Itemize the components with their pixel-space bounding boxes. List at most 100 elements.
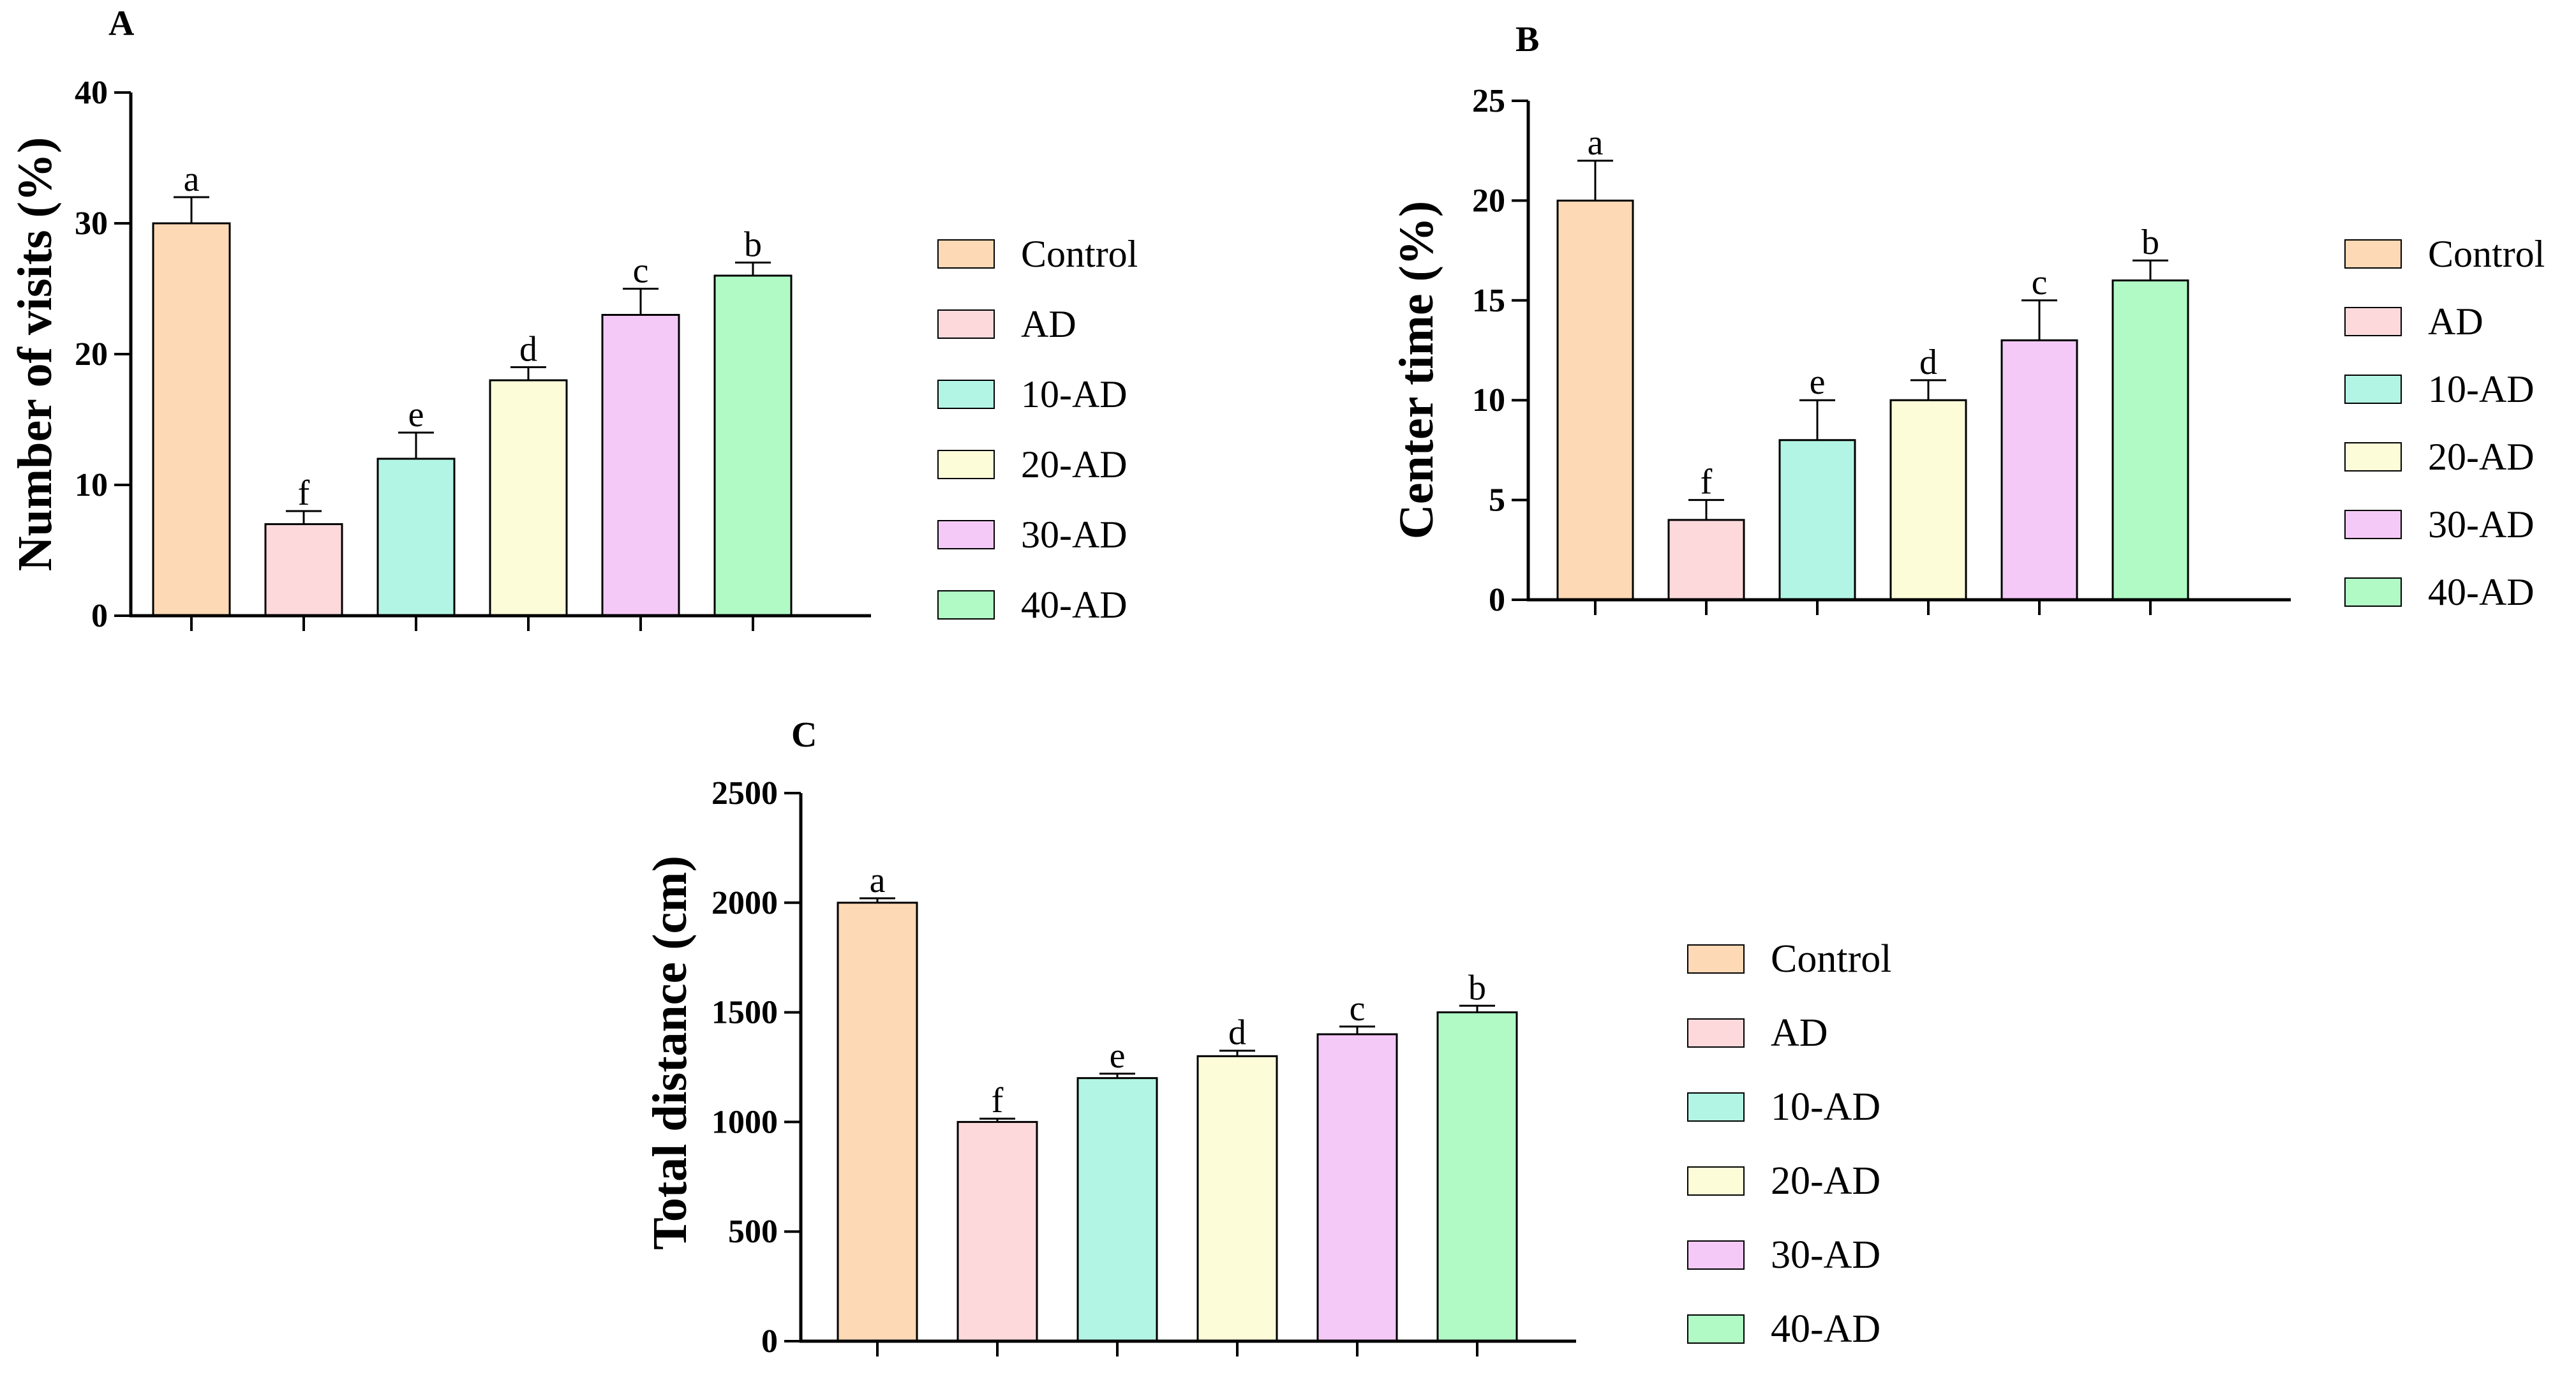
error-bar-b-30-ad: [2021, 299, 2057, 341]
legend-label-b-30-ad: 30-AD: [2428, 503, 2535, 546]
bar-b-control: [1556, 199, 1634, 601]
bar-b-40-ad: [2111, 279, 2189, 601]
error-bar-a-20-ad: [510, 366, 546, 380]
legend-label-c-40-ad: 40-AD: [1771, 1307, 1880, 1351]
legend-label-b-ad: AD: [2428, 301, 2483, 343]
error-bar-a-40-ad: [735, 262, 771, 276]
y-tick-label-c: 1500: [711, 995, 778, 1031]
legend-label-b-40-ad: 40-AD: [2428, 571, 2535, 613]
y-tick-label-a: 30: [75, 205, 108, 242]
y-axis-label-b: Center time (%): [1390, 201, 1443, 539]
legend-label-c-control: Control: [1771, 937, 1891, 981]
significance-letter-b-20-ad: d: [1919, 343, 1937, 382]
error-bar-b-ad: [1688, 499, 1724, 520]
error-bar-b-control: [1577, 160, 1613, 201]
significance-letter-c-20-ad: d: [1228, 1013, 1246, 1053]
legend-label-c-10-ad: 10-AD: [1771, 1085, 1880, 1129]
error-bar-a-30-ad: [623, 288, 659, 315]
legend-label-b-control: Control: [2428, 233, 2545, 275]
legend-swatch-b-40-ad: [2344, 577, 2402, 607]
legend-swatch-a-ad: [937, 309, 995, 339]
significance-letter-a-10-ad: e: [408, 395, 424, 435]
legend-label-a-control: Control: [1021, 233, 1138, 275]
legend-label-b-10-ad: 10-AD: [2428, 368, 2535, 410]
significance-letter-b-40-ad: b: [2141, 223, 2159, 262]
error-bar-c-control: [860, 897, 895, 903]
bar-a-30-ad: [601, 314, 680, 617]
y-tick-label-b: 20: [1472, 182, 1505, 219]
significance-letter-a-20-ad: d: [519, 330, 537, 369]
legend-swatch-c-40-ad: [1687, 1314, 1745, 1344]
significance-letter-b-ad: f: [1701, 463, 1713, 502]
y-tick-label-b: 15: [1472, 283, 1505, 319]
legend-label-c-20-ad: 20-AD: [1771, 1159, 1880, 1203]
legend-label-a-10-ad: 10-AD: [1021, 373, 1128, 415]
y-tick-label-c: 1000: [711, 1104, 778, 1140]
legend-label-a-30-ad: 30-AD: [1021, 514, 1128, 556]
legend-swatch-b-10-ad: [2344, 375, 2402, 404]
significance-letter-a-40-ad: b: [744, 225, 762, 265]
y-tick-label-b: 0: [1489, 582, 1505, 618]
bar-b-ad: [1667, 519, 1745, 601]
error-bar-a-ad: [286, 510, 322, 524]
bar-b-20-ad: [1889, 399, 1967, 601]
legend-swatch-b-20-ad: [2344, 442, 2402, 472]
significance-letter-c-30-ad: c: [1350, 989, 1366, 1029]
legend-swatch-b-ad: [2344, 307, 2402, 336]
error-bar-b-20-ad: [1910, 379, 1946, 401]
legend-b: Control AD 10-AD 20-AD 30-AD 40-AD: [2344, 233, 2545, 613]
significance-letter-a-30-ad: c: [633, 251, 649, 291]
y-tick-label-b: 25: [1472, 83, 1505, 119]
significance-letter-b-control: a: [1588, 123, 1604, 163]
legend-swatch-c-20-ad: [1687, 1166, 1745, 1196]
significance-letter-c-control: a: [870, 861, 886, 900]
error-bar-b-10-ad: [1799, 399, 1835, 440]
error-bar-a-10-ad: [398, 431, 434, 459]
significance-letter-a-ad: f: [298, 473, 310, 513]
y-tick-label-c: 0: [761, 1323, 778, 1360]
bar-b-30-ad: [2000, 339, 2078, 601]
panel-letter-b: B: [1515, 20, 1539, 59]
legend-a: Control AD 10-AD 20-AD 30-AD 40-AD: [937, 233, 1138, 626]
panel-c: C Total distance (cm) a f e d c b 0 500 1000 1500…: [643, 715, 1891, 1360]
legend-swatch-c-30-ad: [1687, 1240, 1745, 1270]
legend-swatch-c-10-ad: [1687, 1092, 1745, 1122]
bar-c-control: [837, 902, 918, 1342]
legend-swatch-a-control: [937, 239, 995, 269]
legend-swatch-a-10-ad: [937, 380, 995, 409]
y-tick-label-a: 0: [91, 598, 108, 634]
bar-c-10-ad: [1076, 1077, 1158, 1342]
y-tick-label-a: 40: [75, 75, 108, 111]
significance-letter-a-control: a: [184, 160, 200, 199]
error-bar-c-10-ad: [1099, 1073, 1135, 1078]
y-tick-label-c: 2500: [711, 775, 778, 812]
legend-swatch-b-control: [2344, 239, 2402, 269]
legend-label-a-ad: AD: [1021, 303, 1076, 345]
y-tick-label-c: 500: [728, 1214, 778, 1250]
y-tick-label-a: 10: [75, 467, 108, 503]
bar-a-ad: [264, 523, 343, 617]
bar-a-20-ad: [489, 379, 568, 617]
legend-label-c-30-ad: 30-AD: [1771, 1233, 1880, 1277]
bar-b-10-ad: [1778, 439, 1856, 601]
significance-letter-c-40-ad: b: [1468, 968, 1486, 1007]
legend-swatch-a-30-ad: [937, 520, 995, 549]
legend-label-a-40-ad: 40-AD: [1021, 584, 1128, 626]
error-bar-c-20-ad: [1219, 1050, 1255, 1057]
y-axis-label-c: Total distance (cm): [643, 856, 697, 1250]
error-bar-c-40-ad: [1459, 1004, 1495, 1013]
legend-swatch-c-ad: [1687, 1018, 1745, 1048]
error-bar-a-control: [174, 196, 209, 223]
bar-c-20-ad: [1196, 1055, 1278, 1342]
bar-c-30-ad: [1316, 1033, 1398, 1342]
legend-label-b-20-ad: 20-AD: [2428, 436, 2535, 478]
significance-letter-b-30-ad: c: [2032, 263, 2048, 302]
bar-c-ad: [957, 1120, 1038, 1342]
significance-letter-c-10-ad: e: [1110, 1036, 1126, 1076]
legend-swatch-b-30-ad: [2344, 510, 2402, 539]
error-bar-c-30-ad: [1339, 1025, 1375, 1034]
panel-letter-c: C: [791, 715, 817, 755]
bar-a-40-ad: [713, 274, 793, 617]
panel-b: B Center time (%) a f e d c b 0 5 10 15 20 25 Contro…: [1390, 20, 2545, 618]
bar-a-control: [152, 222, 231, 617]
